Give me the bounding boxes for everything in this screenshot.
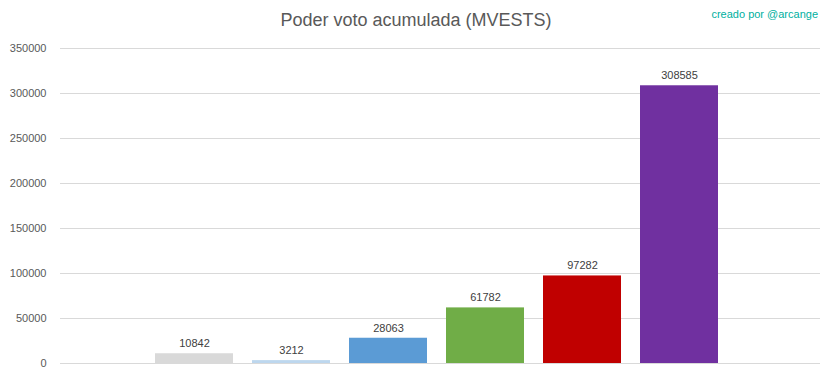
svg-text:61782: 61782 [470, 291, 501, 303]
html-text:Poder voto acumulada (MVESTS): Poder voto acumulada (MVESTS) [280, 10, 552, 30]
svg-text:200000: 200000 [10, 177, 47, 189]
html-text:creado por @arcange: creado por @arcange [711, 8, 818, 20]
svg-text:308585: 308585 [661, 69, 698, 81]
svg-text:97282: 97282 [567, 259, 598, 271]
svg-text:100000: 100000 [10, 267, 47, 279]
svg-text:0: 0 [40, 357, 46, 369]
svg-text:3212: 3212 [279, 344, 303, 356]
svg-text:250000: 250000 [10, 132, 47, 144]
svg-text:300000: 300000 [10, 87, 47, 99]
svg-text:50000: 50000 [16, 312, 47, 324]
svg-text:150000: 150000 [10, 222, 47, 234]
svg-text:10842: 10842 [179, 337, 210, 349]
svg-text:28063: 28063 [373, 322, 404, 334]
svg-text:350000: 350000 [10, 42, 47, 54]
